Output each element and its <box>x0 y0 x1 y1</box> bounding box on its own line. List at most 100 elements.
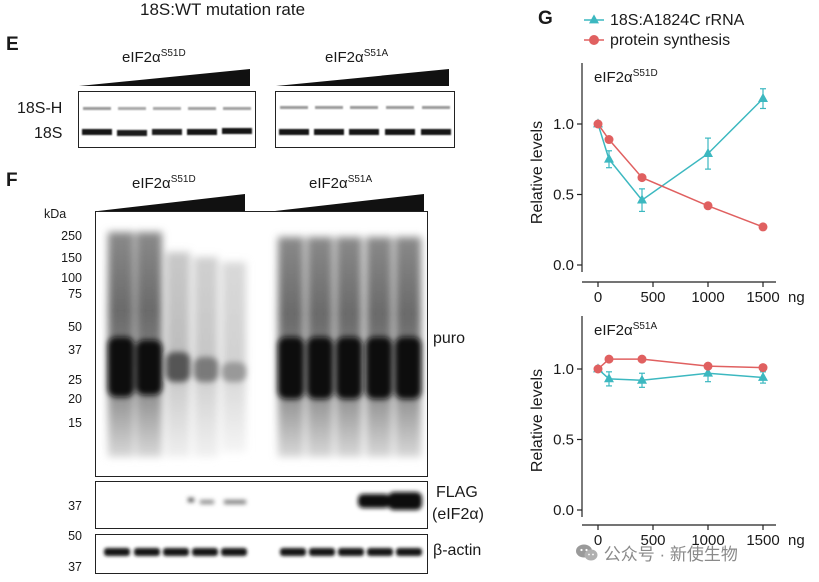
band-label-18s: 18S <box>34 125 63 142</box>
kda-marker: 15 <box>68 416 82 430</box>
chart0-title-sup: S51D <box>633 68 658 79</box>
chart0-y-label: Relative levels <box>529 121 546 224</box>
actin-label: β-actin <box>433 542 482 559</box>
watermark-text: 公众号 · 新使生物 <box>603 545 738 564</box>
legend-marker-rrna <box>589 14 599 24</box>
northern-blot-s51a-bands <box>279 106 451 135</box>
wechat-icon <box>575 543 599 563</box>
kda-marker: 250 <box>61 229 82 243</box>
kda-marker: 20 <box>68 392 82 406</box>
panel-e-group-right-text: eIF2α <box>325 49 364 66</box>
chart0-point-rrna <box>637 194 647 204</box>
kda-marker: 100 <box>61 271 82 285</box>
chart0-y-tick-label: 0.5 <box>553 187 574 204</box>
chart1-x-tick-label: 1500 <box>746 532 779 549</box>
chart0-title: eIF2αS51D <box>594 68 658 86</box>
chart0-x-tick-label: 500 <box>640 289 665 306</box>
panel-f-group-left-sup: S51D <box>170 174 196 185</box>
chart1-x-tick-label: 0 <box>594 532 602 549</box>
puro-western-blot <box>95 211 428 477</box>
chart1-x-tick-label: 500 <box>640 532 665 549</box>
wechat-icon-glyph <box>576 544 598 560</box>
actin-kda-marker-bottom: 37 <box>68 560 82 574</box>
panel-e-group-left-label: eIF2αS51D <box>122 48 186 66</box>
panel-f-group-right-text: eIF2α <box>309 175 348 192</box>
band-label-18s-h: 18S-H <box>17 100 63 117</box>
flag-label: FLAG <box>436 484 478 501</box>
chart1-y-label: Relative levels <box>529 369 546 472</box>
flag-sublabel: (eIF2α) <box>432 506 484 523</box>
chart0-series-line-0 <box>597 98 764 202</box>
chart1-series-line-1 <box>597 358 764 370</box>
watermark: 公众号 · 新使生物 <box>575 540 738 565</box>
panel-f-group-left-text: eIF2α <box>132 175 171 192</box>
chart1-point-rrna <box>637 374 647 384</box>
panel-e-group-left-text: eIF2α <box>122 49 161 66</box>
chart0-point-protein <box>637 173 647 183</box>
chart1-title: eIF2αS51A <box>594 321 657 339</box>
chart0-y-tick-label: 1.0 <box>553 116 574 133</box>
legend-marker-protein <box>589 35 599 45</box>
chart0-x-tick-label: 1500 <box>746 289 779 306</box>
chart0-title-main: eIF2α <box>594 69 633 86</box>
figure-caption: 18S:WT mutation rate <box>140 0 306 19</box>
chart0-x-label: ng <box>788 289 805 306</box>
chart1-title-sup: S51A <box>633 321 658 332</box>
actin-western-blot-bands <box>104 548 422 556</box>
chart1-point-protein <box>758 363 768 373</box>
kda-marker: 75 <box>68 287 82 301</box>
flag-western-blot-bands <box>188 492 422 510</box>
panel-f-letter: F <box>6 170 18 191</box>
chart0-point-rrna <box>604 153 614 163</box>
chart1-point-rrna <box>703 367 713 377</box>
chart0-point-protein <box>703 201 713 211</box>
northern-blot-s51d <box>78 91 256 148</box>
chart1-point-rrna <box>604 373 614 383</box>
northern-blot-s51a <box>275 91 455 148</box>
chart0-point-protein <box>604 135 614 145</box>
chart1-title-main: eIF2α <box>594 322 633 339</box>
chart0-x-tick-label: 1000 <box>691 289 724 306</box>
chart0-x-tick-label: 0 <box>594 289 602 306</box>
chart1-point-protein <box>604 354 614 364</box>
puro-label: puro <box>433 330 466 347</box>
flag-western-blot <box>95 481 428 529</box>
panel-e-group-right-sup: S51A <box>363 48 389 59</box>
kda-marker: 50 <box>68 320 82 334</box>
flag-kda-marker: 37 <box>68 499 82 513</box>
kda-marker: 25 <box>68 373 82 387</box>
panel-e-letter: E <box>6 34 19 55</box>
legend-label-rrna: 18S:A1824C rRNA <box>610 12 745 29</box>
legend-label-protein: protein synthesis <box>610 32 730 49</box>
actin-kda-marker-top: 50 <box>68 529 82 543</box>
chart1-y-tick-label: 0.5 <box>553 432 574 449</box>
chart1-point-rrna <box>758 371 768 381</box>
chart0-point-protein <box>758 222 768 232</box>
chart1-y-tick-label: 0.0 <box>553 502 574 519</box>
chart1-series-line-0 <box>597 368 764 382</box>
kda-marker: 150 <box>61 251 82 265</box>
panel-f-dose-wedge-right <box>275 194 424 211</box>
panel-g-letter: G <box>538 8 553 29</box>
chart0-point-protein <box>593 119 603 129</box>
chart1-y-tick-label: 1.0 <box>553 361 574 378</box>
chart0-point-rrna <box>703 148 713 158</box>
panel-f-group-right-sup: S51A <box>347 174 373 185</box>
actin-western-blot <box>95 534 428 574</box>
chart1-point-protein <box>593 364 603 374</box>
panel-e-dose-wedge-left <box>79 69 250 86</box>
chart0-point-rrna <box>758 93 768 103</box>
chart1-point-protein <box>703 361 713 371</box>
panel-e-group-right-label: eIF2αS51A <box>325 48 388 66</box>
chart1-point-protein <box>637 354 647 364</box>
panel-f-group-left-label: eIF2αS51D <box>132 174 196 192</box>
kda-axis-title: kDa <box>44 207 67 221</box>
panel-f-group-right-label: eIF2αS51A <box>309 174 372 192</box>
panel-e-dose-wedge-right <box>276 69 449 86</box>
northern-blot-s51d-bands <box>82 107 252 136</box>
puro-western-blot-lanes <box>108 232 421 457</box>
kda-marker: 37 <box>68 343 82 357</box>
chart1-x-label: ng <box>788 532 805 549</box>
panel-f-dose-wedge-left <box>98 194 245 211</box>
